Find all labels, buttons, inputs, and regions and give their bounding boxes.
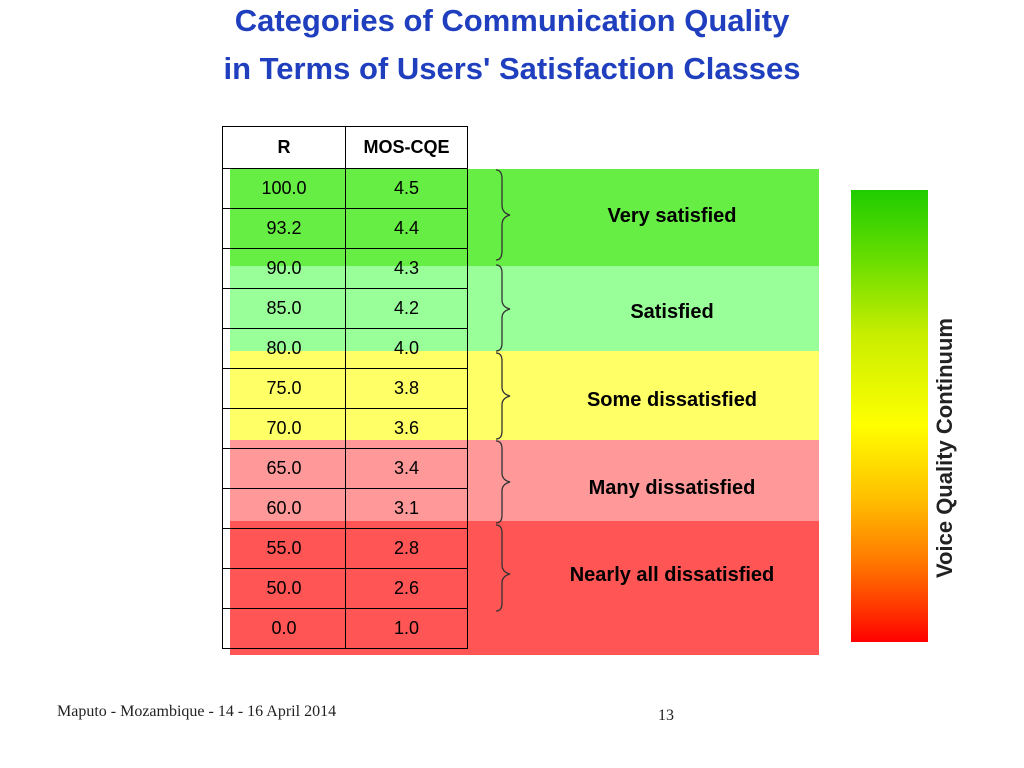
r-mos-table-wrapper: R MOS-CQE 100.0 4.5 93.2 4.4 90.0 4.3 85.0 4… (222, 126, 468, 649)
mos-value: 3.6 (345, 408, 468, 449)
r-value: 65.0 (222, 448, 346, 489)
category-braces (495, 169, 511, 612)
title-line-1: Categories of Communication Quality (234, 3, 790, 38)
r-value: 0.0 (222, 608, 346, 649)
table-row: 60.0 3.1 (222, 488, 468, 529)
table-row: 65.0 3.4 (222, 448, 468, 489)
mos-value: 4.4 (345, 208, 468, 249)
column-header-r: R (222, 126, 346, 169)
r-value: 55.0 (222, 528, 346, 569)
mos-value: 4.0 (345, 328, 468, 369)
mos-value: 2.6 (345, 568, 468, 609)
label-nearly-all-dissatisfied: Nearly all dissatisfied (569, 564, 775, 586)
table-row: 85.0 4.2 (222, 288, 468, 329)
label-some-dissatisfied: Some dissatisfied (586, 389, 758, 411)
mos-value: 2.8 (345, 528, 468, 569)
voice-quality-gradient-bar (851, 190, 928, 642)
r-value: 93.2 (222, 208, 346, 249)
title-line-2: in Terms of Users' Satisfaction Classes (223, 51, 801, 86)
table-row: 93.2 4.4 (222, 208, 468, 249)
mos-value: 4.3 (345, 248, 468, 289)
label-many-dissatisfied: Many dissatisfied (588, 477, 756, 499)
column-header-mos-cqe: MOS-CQE (345, 126, 468, 169)
table-row: 70.0 3.6 (222, 408, 468, 449)
r-value: 80.0 (222, 328, 346, 369)
brace-satisfied (495, 264, 511, 352)
table-row: 50.0 2.6 (222, 568, 468, 609)
label-satisfied: Satisfied (630, 301, 714, 323)
mos-value: 4.5 (345, 168, 468, 209)
brace-some-dissatisfied (495, 352, 511, 440)
mos-value: 3.8 (345, 368, 468, 409)
table-row: 55.0 2.8 (222, 528, 468, 569)
r-value: 70.0 (222, 408, 346, 449)
r-value: 60.0 (222, 488, 346, 529)
mos-value: 1.0 (345, 608, 468, 649)
brace-many-dissatisfied (495, 440, 511, 524)
voice-quality-continuum-label: Voice Quality Continuum (932, 318, 957, 578)
r-value: 100.0 (222, 168, 346, 209)
brace-very-satisfied (495, 169, 511, 261)
table-row: 80.0 4.0 (222, 328, 468, 369)
r-value: 85.0 (222, 288, 346, 329)
mos-value: 4.2 (345, 288, 468, 329)
table-row: 90.0 4.3 (222, 248, 468, 289)
mos-value: 3.4 (345, 448, 468, 489)
brace-nearly-all-dissatisfied (495, 524, 511, 612)
r-mos-table: R MOS-CQE 100.0 4.5 93.2 4.4 90.0 4.3 85.0 4… (222, 126, 468, 649)
label-very-satisfied: Very satisfied (607, 205, 737, 227)
table-row: 100.0 4.5 (222, 168, 468, 209)
table-header-row: R MOS-CQE (222, 126, 468, 169)
mos-value: 3.1 (345, 488, 468, 529)
page-number: 13 (658, 707, 674, 724)
table-row: 0.0 1.0 (222, 608, 468, 649)
r-value: 50.0 (222, 568, 346, 609)
r-value: 75.0 (222, 368, 346, 409)
table-row: 75.0 3.8 (222, 368, 468, 409)
footer-event: Maputo - Mozambique - 14 - 16 April 2014 (57, 703, 337, 720)
r-value: 90.0 (222, 248, 346, 289)
